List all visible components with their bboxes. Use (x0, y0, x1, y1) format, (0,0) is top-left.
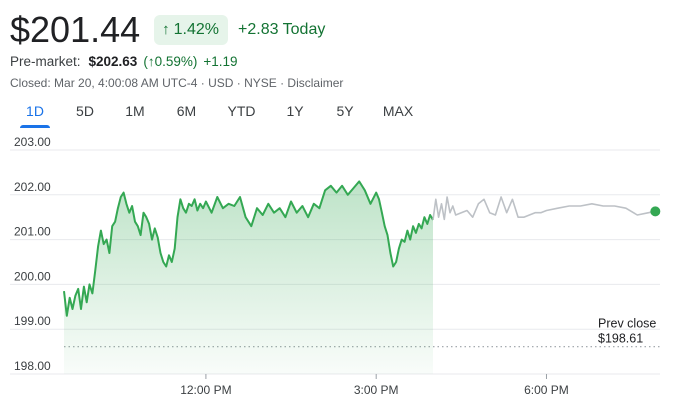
y-tick-label: 202.00 (14, 180, 51, 194)
price-row: $201.44 ↑ 1.42% +2.83 Today (10, 8, 325, 52)
tab-6m[interactable]: 6M (160, 100, 213, 128)
y-tick-label: 200.00 (14, 269, 51, 283)
tab-label: MAX (382, 103, 414, 119)
y-tick-label: 198.00 (14, 359, 51, 373)
price-chart-svg: 203.00 202.00 201.00 200.00 199.00 198.00 12:0… (10, 135, 661, 397)
after-hours-line (432, 196, 655, 221)
tab-label: 5Y (336, 103, 354, 119)
arrow-up-icon: ↑ (162, 21, 170, 38)
tab-1y[interactable]: 1Y (270, 100, 320, 128)
tab-1m[interactable]: 1M (110, 100, 160, 128)
regular-session-line (63, 180, 434, 317)
tab-ytd[interactable]: YTD (213, 100, 270, 128)
y-tick-label: 201.00 (14, 225, 51, 239)
tab-label: YTD (227, 103, 256, 119)
change-percent-badge: ↑ 1.42% (154, 15, 229, 45)
premarket-price: $202.63 (88, 54, 138, 69)
price-chart[interactable]: 203.00 202.00 201.00 200.00 199.00 198.00 12:0… (0, 134, 691, 413)
tab-label: 1Y (286, 103, 304, 119)
y-tick-label: 199.00 (14, 314, 51, 328)
tab-label: 5D (76, 103, 94, 119)
x-tick-label: 12:00 PM (180, 383, 231, 397)
tab-1d[interactable]: 1D (10, 100, 60, 128)
x-tick-label: 6:00 PM (524, 383, 569, 397)
tab-label: 1M (125, 103, 145, 119)
tab-5y[interactable]: 5Y (320, 100, 370, 128)
premarket-delta: +1.19 (203, 54, 238, 69)
disclaimer-link[interactable]: Disclaimer (287, 76, 344, 90)
change-today: +2.83 Today (238, 21, 326, 38)
prev-close-label: Prev close (598, 317, 656, 331)
x-tick-label: 3:00 PM (354, 383, 399, 397)
market-status: Closed: Mar 20, 4:00:08 AM UTC-4 · USD ·… (10, 76, 343, 90)
current-price-dot (650, 206, 661, 217)
current-price: $201.44 (10, 9, 141, 50)
premarket-label: Pre-market: (10, 54, 81, 69)
tab-label: 1D (26, 103, 44, 119)
range-tabs: 1D 5D 1M 6M YTD 1Y 5Y MAX (10, 100, 426, 130)
tab-5d[interactable]: 5D (60, 100, 110, 128)
regular-session-area (64, 181, 433, 374)
market-status-text: Closed: Mar 20, 4:00:08 AM UTC-4 · USD ·… (10, 76, 288, 90)
premarket-percent: (↑0.59%) (143, 54, 198, 69)
tab-label: 6M (176, 103, 197, 119)
prev-close-value: $198.61 (598, 332, 643, 346)
y-tick-label: 203.00 (14, 135, 51, 149)
change-percent: 1.42% (173, 21, 220, 38)
tab-max[interactable]: MAX (370, 100, 426, 128)
premarket-row: Pre-market: $202.63 (↑0.59%) +1.19 (10, 54, 238, 69)
